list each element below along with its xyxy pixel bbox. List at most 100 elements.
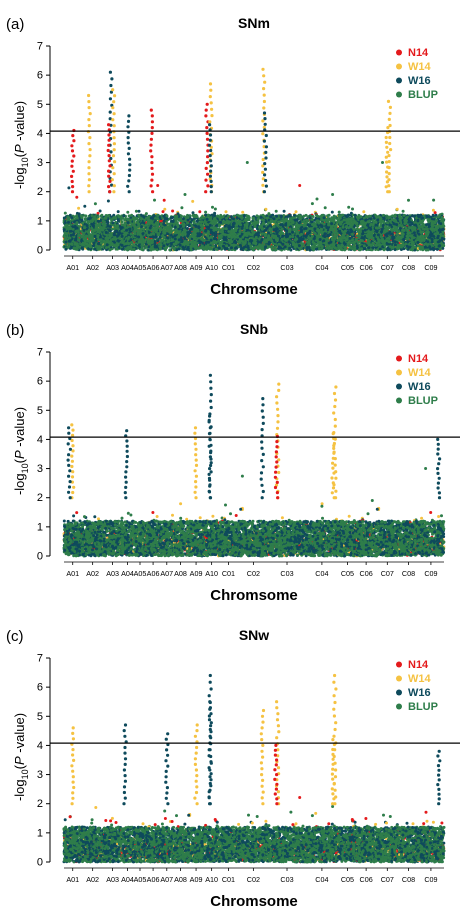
data-point — [194, 224, 198, 228]
data-point — [177, 238, 181, 242]
data-point — [106, 220, 110, 224]
data-point — [207, 225, 211, 229]
y-tick-label: 1 — [37, 215, 43, 227]
data-point — [189, 240, 193, 244]
data-point — [120, 223, 124, 227]
data-point — [214, 233, 218, 237]
data-point — [64, 247, 68, 251]
data-point — [174, 220, 178, 223]
data-point — [112, 216, 115, 220]
data-point — [182, 224, 186, 228]
chart-title: SNm — [238, 15, 270, 31]
data-point — [253, 225, 257, 229]
data-point — [238, 238, 242, 242]
data-point — [242, 228, 246, 232]
y-label-part: -log — [12, 167, 27, 189]
data-point — [132, 217, 136, 221]
data-point — [126, 217, 130, 221]
data-point — [214, 247, 218, 251]
data-point — [250, 229, 254, 233]
data-point — [162, 198, 166, 202]
data-point — [213, 207, 217, 211]
data-point — [66, 245, 70, 249]
data-point — [74, 227, 78, 231]
data-point — [244, 247, 248, 251]
data-point — [66, 215, 70, 219]
data-point — [252, 246, 256, 250]
data-point — [264, 245, 267, 249]
data-point — [93, 202, 97, 206]
data-point — [204, 213, 207, 217]
data-point — [90, 214, 94, 217]
data-point — [97, 242, 100, 246]
data-point — [224, 210, 228, 214]
data-point — [96, 246, 100, 250]
data-point — [261, 213, 265, 217]
data-point — [238, 234, 242, 238]
data-point — [166, 240, 170, 244]
data-point — [136, 230, 140, 234]
data-point — [72, 215, 76, 219]
data-point — [173, 237, 177, 241]
data-point — [69, 233, 73, 237]
data-point — [105, 243, 109, 247]
data-point — [245, 161, 249, 164]
data-point — [214, 226, 218, 230]
data-point — [128, 227, 132, 231]
data-point — [125, 228, 129, 232]
data-point — [228, 227, 231, 231]
data-point — [116, 233, 120, 237]
data-point — [213, 214, 217, 217]
data-point — [255, 214, 259, 218]
data-point — [70, 218, 74, 222]
data-point — [246, 214, 250, 218]
data-point — [129, 238, 133, 242]
data-point — [207, 240, 211, 244]
data-point — [129, 241, 133, 245]
data-point — [175, 215, 179, 218]
data-point — [116, 210, 120, 214]
data-point — [294, 210, 298, 214]
data-point — [173, 225, 177, 229]
data-point — [134, 226, 138, 230]
y-axis-label: -log10(P -value) — [12, 101, 30, 189]
data-point — [254, 235, 258, 239]
data-point — [84, 214, 88, 218]
data-point — [156, 221, 160, 225]
data-point — [189, 227, 193, 231]
data-point — [162, 244, 166, 248]
data-point — [83, 217, 87, 221]
data-point — [140, 225, 143, 229]
data-point — [183, 193, 187, 196]
y-label-part: ( — [12, 152, 27, 157]
data-point — [99, 238, 103, 242]
data-point — [218, 240, 222, 244]
data-point — [224, 227, 228, 231]
data-point — [95, 223, 99, 227]
data-point — [162, 222, 166, 226]
data-point — [68, 236, 72, 240]
data-point — [146, 215, 150, 219]
data-point — [220, 228, 224, 232]
data-point — [86, 230, 90, 234]
data-point — [93, 215, 97, 219]
data-point — [205, 217, 209, 221]
data-point — [227, 214, 230, 218]
data-point — [114, 237, 118, 241]
data-point — [204, 229, 208, 233]
data-point — [106, 199, 110, 203]
data-point — [162, 214, 166, 218]
data-point — [251, 217, 255, 221]
data-point — [127, 235, 131, 239]
y-label-part: P — [12, 144, 27, 153]
data-point — [102, 220, 106, 224]
data-point — [186, 215, 190, 219]
y-label-part: -value) — [12, 101, 27, 144]
data-point — [181, 245, 185, 249]
data-point — [64, 240, 68, 244]
data-point — [193, 243, 197, 247]
data-point — [258, 225, 262, 229]
data-point — [63, 238, 67, 241]
data-point — [99, 241, 103, 245]
